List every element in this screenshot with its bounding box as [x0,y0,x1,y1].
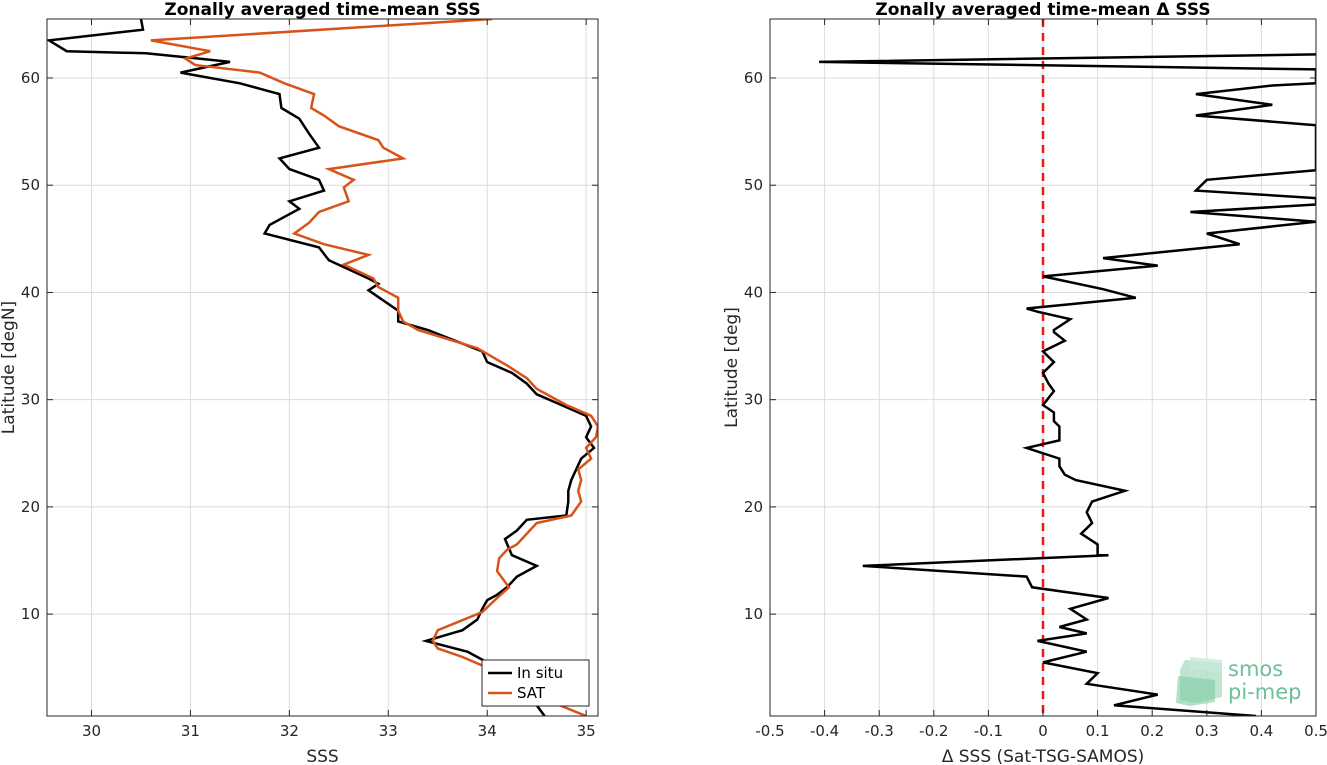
right-series-layer [819,53,1316,716]
legend-box [481,659,590,707]
right-x-tick-label: 0.3 [1195,722,1219,740]
left-grid [47,19,598,716]
left-x-tick-label: 32 [280,722,299,740]
left-x-tick-label: 35 [577,722,596,740]
left-y-tick-label: 10 [21,605,40,623]
smos-pi-mep-logo: smos pi-mep [1176,657,1301,706]
right-x-tick-label: 0.5 [1304,722,1327,740]
right-y-tick-label: 20 [744,498,763,516]
left-y-tick-label: 40 [21,283,40,301]
right-tick-labels: -0.5 -0.4 -0.3 -0.2 -0.1 0 0.1 0.2 0.3 0.4 0.5 10 20… [744,19,1327,740]
left-series-line-in-situ [47,19,596,716]
left-series-layer [47,19,598,716]
logo-text-smos: smos [1228,657,1283,681]
right-x-tick-label: 0.1 [1086,722,1110,740]
right-x-tick-label: -0.1 [974,722,1003,740]
right-series-line-delta [819,53,1316,716]
right-x-tick-label: -0.2 [919,722,948,740]
right-grid [769,19,1317,716]
left-y-tick-label: 30 [21,391,40,409]
right-x-tick-label: 0 [1038,722,1048,740]
legend-label-in-situ: In situ [517,664,563,682]
left-panel: 30 31 32 33 34 35 10 20 30 40 50 60 Zonally average… [0,0,599,765]
logo-wave-shape [1190,657,1222,672]
legend-label-sat: SAT [517,684,546,702]
right-x-axis-label: Δ SSS (Sat-TSG-SAMOS) [942,747,1145,765]
right-y-tick-label: 10 [744,605,763,623]
right-x-tick-label: -0.4 [810,722,839,740]
right-y-tick-label: 50 [744,176,763,194]
left-tick-labels: 30 31 32 33 34 35 10 20 30 40 50 60 [21,19,598,740]
right-x-tick-label: 0.2 [1140,722,1164,740]
legend: In situ SAT [481,659,590,707]
left-chart-title: Zonally averaged time-mean SSS [164,0,480,20]
left-y-tick-label: 50 [21,176,40,194]
right-x-tick-label: 0.4 [1249,722,1273,740]
left-y-axis-label: Latitude [degN] [0,301,19,434]
right-y-tick-label: 30 [744,391,763,409]
left-x-tick-label: 33 [379,722,398,740]
right-x-tick-label: -0.3 [865,722,894,740]
left-x-axis-label: SSS [306,747,338,765]
left-y-tick-label: 20 [21,498,40,516]
left-y-tick-label: 60 [21,69,40,87]
left-x-tick-label: 34 [478,722,497,740]
left-series-line-sat [150,19,598,716]
left-x-tick-label: 30 [82,722,101,740]
logo-wave-shape [1176,676,1215,706]
left-x-tick-label: 31 [181,722,200,740]
right-x-tick-label: -0.5 [755,722,784,740]
right-panel: -0.5 -0.4 -0.3 -0.2 -0.1 0 0.1 0.2 0.3 0.4 0.5 10 20… [722,0,1327,765]
logo-text-pi-mep: pi-mep [1228,680,1301,704]
right-y-tick-label: 60 [744,69,763,87]
right-y-tick-label: 40 [744,283,763,301]
right-y-axis-label: Latitude [deg] [722,307,742,428]
right-chart-title: Zonally averaged time-mean Δ SSS [875,0,1210,20]
left-axes-frame [46,18,599,717]
